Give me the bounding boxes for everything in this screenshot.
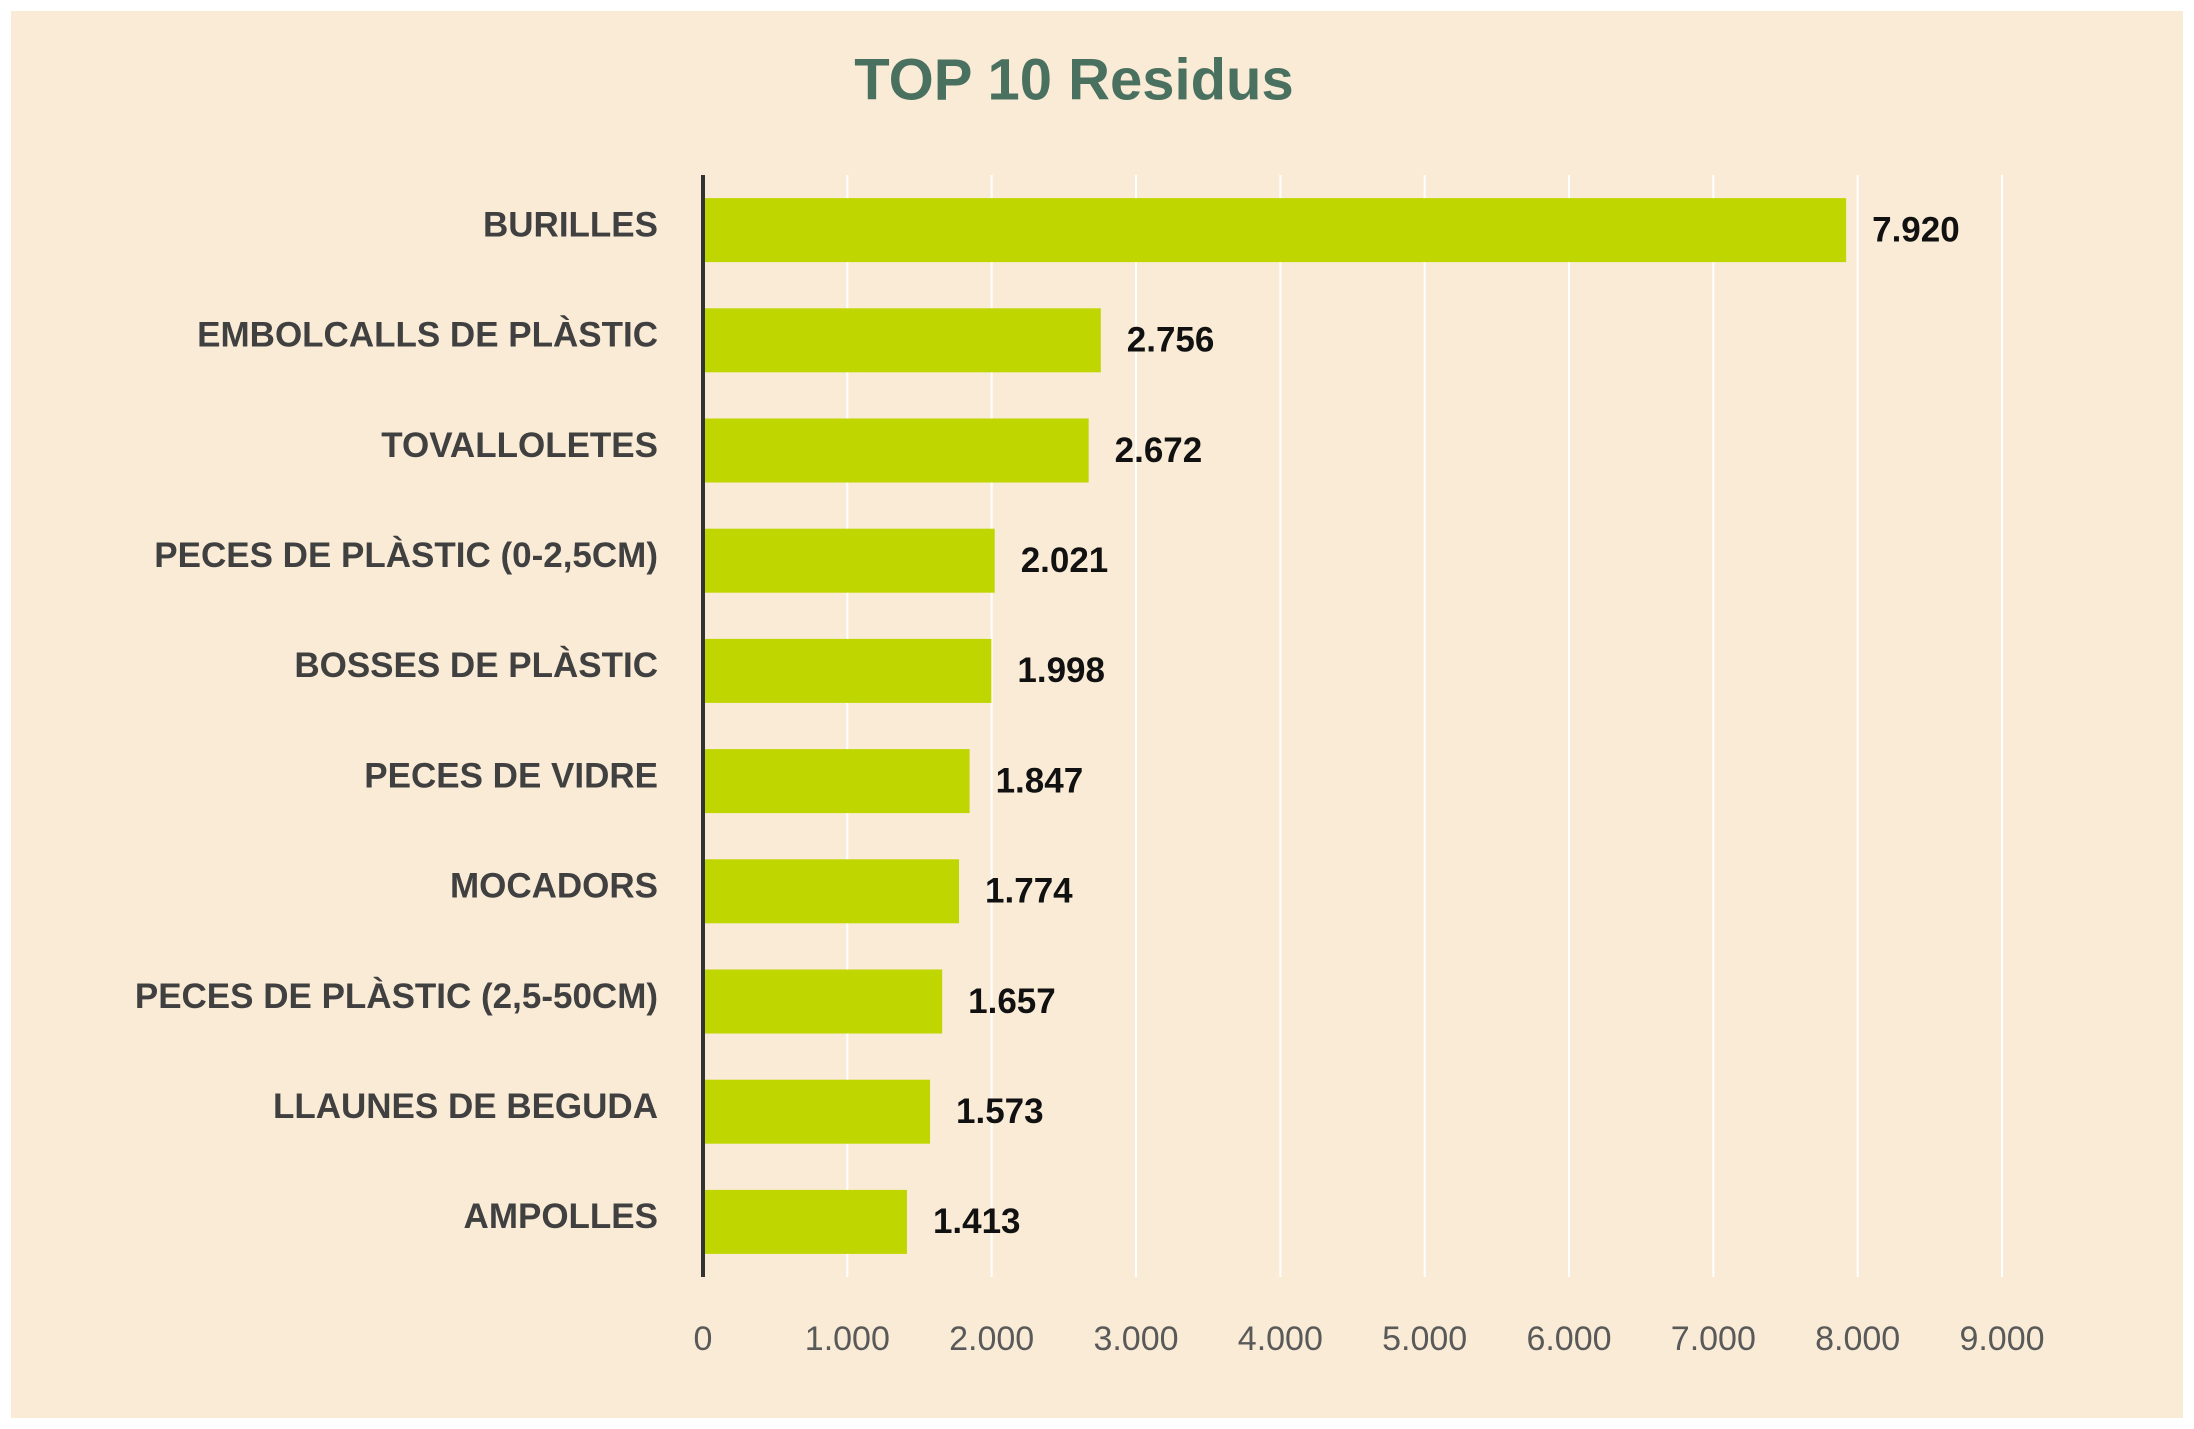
data-label: 2.672 — [1115, 431, 1203, 470]
data-label: 1.573 — [956, 1092, 1044, 1131]
x-tick-label: 0 — [694, 1320, 713, 1358]
y-tick-label: BURILLES — [483, 205, 658, 244]
x-tick-label: 3.000 — [1093, 1320, 1178, 1358]
data-label: 1.998 — [1017, 651, 1105, 690]
y-tick-label: LLAUNES DE BEGUDA — [273, 1087, 658, 1126]
x-tick-label: 1.000 — [805, 1320, 890, 1358]
y-tick-label: MOCADORS — [450, 867, 658, 906]
bar — [703, 638, 992, 703]
y-tick-label: AMPOLLES — [464, 1197, 658, 1236]
y-tick-label: PECES DE VIDRE — [364, 756, 658, 795]
data-label: 1.774 — [985, 872, 1073, 911]
x-tick-label: 2.000 — [949, 1320, 1034, 1358]
bar — [703, 1079, 931, 1144]
y-tick-label: PECES DE PLÀSTIC (2,5-50CM) — [135, 976, 658, 1016]
bar — [703, 749, 970, 814]
y-tick-label: TOVALLOLETES — [381, 426, 658, 465]
data-label: 1.413 — [933, 1202, 1021, 1241]
x-tick-label: 6.000 — [1526, 1320, 1611, 1358]
data-label: 7.920 — [1872, 210, 1960, 249]
x-tick-label: 8.000 — [1815, 1320, 1900, 1358]
data-label: 1.847 — [996, 761, 1084, 800]
x-tick-label: 9.000 — [1959, 1320, 2044, 1358]
bar — [703, 308, 1101, 373]
data-label: 2.021 — [1021, 541, 1109, 580]
y-tick-label: BOSSES DE PLÀSTIC — [294, 645, 658, 685]
bar — [703, 1189, 907, 1254]
y-tick-label: PECES DE PLÀSTIC (0-2,5CM) — [154, 535, 658, 575]
data-label: 1.657 — [968, 982, 1056, 1021]
bar — [703, 418, 1089, 483]
bar — [703, 859, 960, 924]
x-tick-label: 7.000 — [1671, 1320, 1756, 1358]
bar — [703, 528, 995, 593]
data-label: 2.756 — [1127, 321, 1215, 360]
bar — [703, 198, 1847, 263]
x-tick-label: 5.000 — [1382, 1320, 1467, 1358]
y-tick-label: EMBOLCALLS DE PLÀSTIC — [197, 315, 658, 355]
bar — [703, 969, 943, 1034]
x-tick-label: 4.000 — [1238, 1320, 1323, 1358]
chart-title: TOP 10 Residus — [854, 47, 1294, 112]
